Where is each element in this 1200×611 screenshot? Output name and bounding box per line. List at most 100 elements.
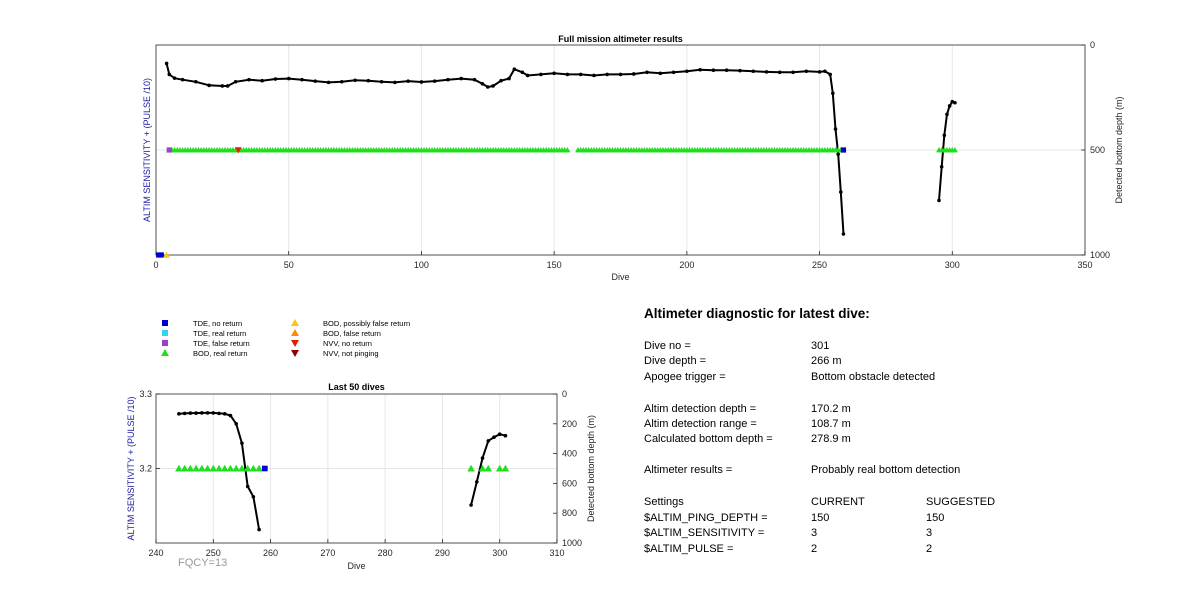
diagnostic-label: Dive no = <box>644 340 691 352</box>
depth-point <box>552 71 556 76</box>
legend-label: BOD, false return <box>323 329 381 338</box>
x-axis-label: Dive <box>611 272 629 282</box>
depth-point <box>393 80 397 85</box>
diagnostic-row: Altimeter results = Probably real bottom… <box>644 464 1164 479</box>
depth-point <box>685 69 689 74</box>
settings-suggested: 3 <box>926 527 933 539</box>
depth-point <box>520 70 525 75</box>
depth-point <box>937 198 941 203</box>
diagnostic-label: Altimeter results = <box>644 464 733 476</box>
x-tick-label: 350 <box>1077 260 1092 270</box>
full-mission-chart: 0 50 100 150 200 250 300 350 0 500 1000 Full missio… <box>142 34 1124 282</box>
bod-real-marker <box>495 464 504 472</box>
bod-real-marker <box>249 464 258 472</box>
diagnostic-value: 108.7 m <box>811 418 851 430</box>
depth-point <box>823 69 827 74</box>
depth-point <box>222 412 227 416</box>
diagnostic-value: Probably real bottom detection <box>811 464 961 476</box>
x-tick-label: 200 <box>679 260 694 270</box>
depth-point <box>499 78 503 83</box>
bod-real-marker <box>180 464 189 472</box>
depth-point <box>200 411 204 415</box>
bod-real-marker <box>478 464 487 472</box>
y-right-tick-label: 1000 <box>562 538 582 548</box>
y-right-tick-label: 600 <box>562 478 577 488</box>
depth-point <box>300 77 304 82</box>
depth-point <box>340 79 344 84</box>
depth-point <box>711 68 716 72</box>
depth-point <box>172 76 177 80</box>
diagnostic-row: Dive no = 301 <box>644 340 1164 355</box>
diagnostic-row: Altim detection range = 108.7 m <box>644 418 1164 433</box>
depth-point <box>539 72 543 77</box>
bod-real-marker <box>564 147 571 153</box>
depth-point <box>220 84 225 88</box>
depth-point <box>525 73 530 78</box>
depth-point <box>164 61 169 66</box>
bod-real-marker <box>186 464 195 472</box>
depth-point <box>167 72 172 77</box>
settings-row: $ALTIM_PULSE = 2 2 <box>644 543 1164 558</box>
y-right-tick-label: 0 <box>562 389 567 399</box>
y-right-tick-label: 500 <box>1090 145 1105 155</box>
legend-label: BOD, possibly false return <box>323 319 411 328</box>
depth-point <box>326 80 331 85</box>
depth-point <box>817 70 822 74</box>
bod-real-marker <box>951 147 958 153</box>
diagnostic-label: Dive depth = <box>644 355 707 367</box>
depth-point <box>945 112 949 117</box>
depth-point <box>217 411 221 416</box>
depth-point <box>194 411 198 415</box>
depth-point <box>512 67 517 71</box>
depth-point <box>777 70 782 75</box>
settings-current: 150 <box>811 512 830 524</box>
settings-suggested: 150 <box>926 512 945 524</box>
depth-point <box>260 78 264 83</box>
x-tick-label: 250 <box>812 260 827 270</box>
bod-real-marker <box>255 464 263 472</box>
depth-point <box>751 69 756 74</box>
depth-point <box>491 84 495 88</box>
bod-real-marker <box>232 464 240 472</box>
depth-point <box>836 152 840 156</box>
depth-point <box>658 71 663 76</box>
legend-label: NVV, no return <box>323 339 372 348</box>
y-left-tick-label: 3.3 <box>139 389 152 399</box>
depth-point <box>475 480 479 484</box>
y-right-tick-label: 0 <box>1090 40 1095 50</box>
depth-point <box>205 411 210 415</box>
depth-point <box>605 72 610 77</box>
depth-point <box>791 70 795 75</box>
diagnostic-label: Calculated bottom depth = <box>644 433 773 445</box>
depth-point <box>631 72 636 76</box>
chart-title: Full mission altimeter results <box>558 34 683 44</box>
depth-point <box>273 77 278 81</box>
depth-point <box>497 432 502 437</box>
x-tick-label: 300 <box>945 260 960 270</box>
x-tick-label: 290 <box>435 548 450 558</box>
x-tick-label: 240 <box>148 548 163 558</box>
legend-triangle-up-icon <box>291 319 299 326</box>
depth-point <box>406 79 410 83</box>
settings-header-current: CURRENT <box>811 496 865 508</box>
depth-point <box>353 78 357 83</box>
y-right-axis-label: Detected bottom depth (m) <box>1114 96 1124 203</box>
bod-real-marker <box>209 464 218 472</box>
depth-point <box>831 91 835 96</box>
settings-row: $ALTIM_SENSITIVITY = 3 3 <box>644 527 1164 542</box>
depth-point <box>671 70 676 75</box>
diagnostic-row: Apogee trigger = Bottom obstacle detecte… <box>644 371 1164 386</box>
depth-point <box>947 104 952 108</box>
x-tick-label: 100 <box>414 260 429 270</box>
diagnostic-value: 266 m <box>811 355 842 367</box>
diagnostic-row: Calculated bottom depth = 278.9 m <box>644 433 1164 448</box>
settings-header: Settings <box>644 496 684 508</box>
depth-point <box>459 76 464 81</box>
bod-real-marker <box>220 464 229 472</box>
depth-point <box>225 84 230 88</box>
depth-point <box>177 412 181 416</box>
depth-point <box>485 85 490 89</box>
x-tick-label: 280 <box>378 548 393 558</box>
depth-point <box>313 79 318 83</box>
diagnostic-value: Bottom obstacle detected <box>811 371 936 383</box>
